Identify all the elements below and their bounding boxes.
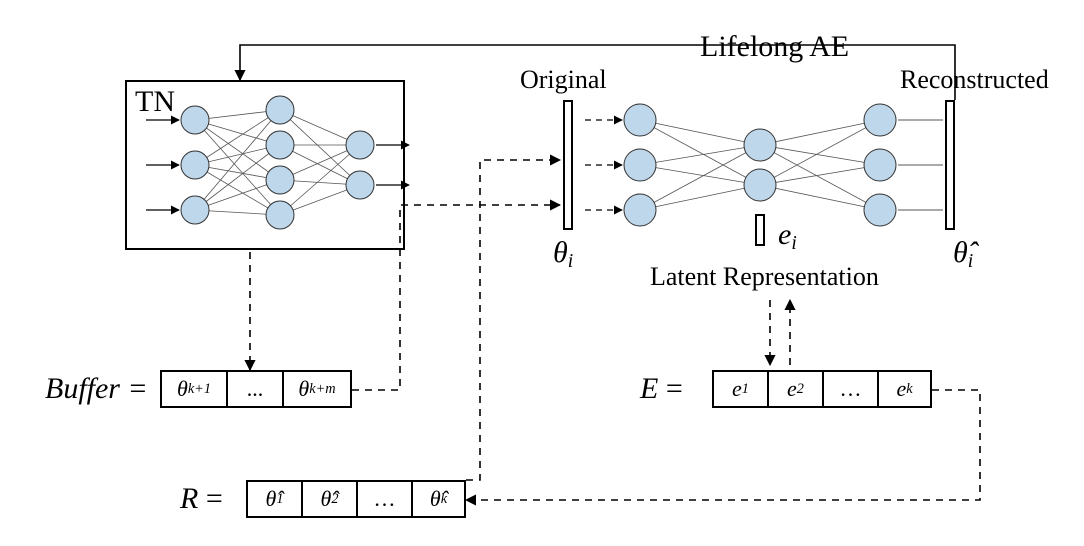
cell: θk+1 [160, 370, 226, 408]
theta-sub: i [568, 251, 573, 272]
theta-i-label: θi [553, 236, 573, 273]
original-bar [563, 100, 573, 230]
cell: ... [226, 370, 282, 408]
original-label: Original [520, 65, 607, 95]
theta-symbol: θ [553, 236, 568, 269]
reconstructed-bar [945, 100, 955, 230]
E-eq-sign: = [658, 372, 682, 405]
theta-hat-sub: i [968, 251, 973, 272]
R-eq-label: R = [180, 482, 223, 516]
latent-representation-label: Latent Representation [650, 262, 879, 292]
cell: e1 [712, 370, 767, 408]
R-symbol: R [180, 482, 198, 515]
tn-label: TN [135, 85, 175, 119]
E-symbol: E [640, 372, 658, 405]
R-cells: θ̂1θ̂2…θ̂k [246, 480, 466, 518]
cell: θ̂k [411, 480, 466, 518]
theta-hat-symbol: θ̂ [953, 236, 968, 269]
buffer-cells: θk+1...θk+m [160, 370, 352, 408]
cell: θ̂2 [301, 480, 356, 518]
E-cells: e1e2…ek [712, 370, 932, 408]
latent-bar [755, 214, 765, 246]
reconstructed-label: Reconstructed [900, 65, 1049, 95]
cell: θk+m [282, 370, 352, 408]
buffer-eq-label: Buffer = [45, 372, 148, 406]
cell: ek [877, 370, 932, 408]
cell: … [356, 480, 411, 518]
cell: … [822, 370, 877, 408]
cell: e2 [767, 370, 822, 408]
e-symbol: e [778, 218, 791, 251]
e-i-label: ei [778, 218, 797, 255]
buffer-eq-text: Buffer = [45, 372, 148, 405]
E-eq-label: E = [640, 372, 683, 406]
lifelong-ae-title: Lifelong AE [700, 30, 849, 64]
e-sub: i [791, 233, 796, 254]
R-eq-sign: = [198, 482, 222, 515]
cell: θ̂1 [246, 480, 301, 518]
theta-hat-i-label: θ̂i [953, 236, 973, 273]
